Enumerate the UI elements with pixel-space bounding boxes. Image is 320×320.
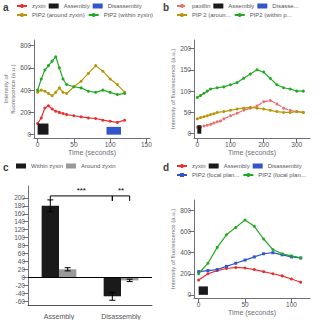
svg-text:180: 180 (14, 202, 25, 209)
svg-text:Intensity of fluorescence (a.u: Intensity of fluorescence (a.u.) (170, 209, 176, 289)
svg-text:PIP2 (focal plan...: PIP2 (focal plan... (258, 172, 306, 178)
svg-text:-60: -60 (16, 298, 26, 305)
svg-text:800: 800 (180, 207, 191, 214)
svg-text:100: 100 (105, 141, 116, 148)
svg-text:PIP2 (within zyxin): PIP2 (within zyxin) (104, 12, 153, 18)
svg-text:20: 20 (18, 266, 26, 273)
svg-text:Disassembly: Disassembly (268, 163, 302, 169)
svg-text:800: 800 (20, 42, 31, 49)
svg-text:150: 150 (180, 66, 191, 73)
svg-text:PIP2 (focal plan...: PIP2 (focal plan... (192, 172, 240, 178)
svg-text:0: 0 (187, 130, 191, 137)
svg-text:40: 40 (18, 258, 26, 265)
svg-text:-40: -40 (16, 290, 26, 297)
svg-text:100: 100 (286, 301, 297, 308)
svg-text:0: 0 (197, 301, 201, 308)
svg-text:200: 200 (258, 141, 269, 148)
svg-text:200: 200 (20, 109, 31, 116)
svg-text:160: 160 (14, 210, 25, 217)
svg-text:120: 120 (14, 226, 25, 233)
svg-text:PIP2 (within p...: PIP2 (within p... (250, 12, 292, 18)
svg-text:Within zyxin: Within zyxin (31, 163, 63, 169)
svg-text:zyxin: zyxin (32, 3, 46, 9)
svg-text:200: 200 (14, 194, 25, 201)
svg-text:Assembly: Assembly (228, 3, 254, 9)
svg-text:0: 0 (27, 131, 31, 138)
svg-text:200: 200 (180, 45, 191, 52)
svg-text:0: 0 (21, 274, 25, 281)
svg-text:200: 200 (180, 270, 191, 277)
svg-text:600: 600 (20, 64, 31, 71)
svg-text:80: 80 (18, 242, 26, 249)
svg-text:150: 150 (141, 141, 152, 148)
svg-text:Intensity of fluorescence (a.u: Intensity of fluorescence (a.u.) (170, 49, 176, 129)
svg-text:300: 300 (291, 141, 302, 148)
svg-text:400: 400 (20, 87, 31, 94)
svg-text:100: 100 (180, 88, 191, 95)
svg-text:b: b (163, 2, 169, 13)
svg-text:400: 400 (180, 249, 191, 256)
svg-text:Around zyxin: Around zyxin (81, 163, 116, 169)
svg-text:Assembly: Assembly (224, 163, 250, 169)
svg-text:Disassembly: Disassembly (101, 313, 141, 320)
svg-text:50: 50 (241, 301, 249, 308)
svg-text:Time (seconds): Time (seconds) (228, 309, 276, 317)
svg-text:Disassembly: Disassembly (108, 3, 142, 9)
svg-text:140: 140 (14, 218, 25, 225)
svg-text:zyxin: zyxin (192, 163, 206, 169)
svg-text:c: c (3, 162, 9, 173)
svg-text:d: d (163, 162, 169, 173)
svg-text:Time (seconds): Time (seconds) (228, 149, 276, 157)
svg-text:Intensity of: Intensity of (3, 74, 9, 103)
svg-text:***: *** (77, 186, 86, 195)
svg-text:Time (seconds): Time (seconds) (68, 149, 116, 157)
svg-text:PIP2 (around zyxin): PIP2 (around zyxin) (32, 12, 85, 18)
svg-text:0: 0 (196, 141, 200, 148)
svg-text:0: 0 (36, 141, 40, 148)
svg-text:**: ** (118, 186, 124, 195)
svg-text:0: 0 (187, 291, 191, 298)
svg-text:600: 600 (180, 228, 191, 235)
svg-text:-20: -20 (16, 282, 26, 289)
svg-text:a: a (3, 2, 9, 13)
svg-text:100: 100 (14, 234, 25, 241)
svg-text:50: 50 (70, 141, 78, 148)
svg-text:Assembly: Assembly (44, 313, 75, 320)
svg-text:50: 50 (184, 109, 192, 116)
svg-text:Disasse...: Disasse... (272, 3, 299, 9)
svg-text:fluorescence (a.u.): fluorescence (a.u.) (10, 64, 16, 114)
svg-text:PIP 2 (aroun...: PIP 2 (aroun... (192, 12, 231, 18)
svg-text:paxillin: paxillin (192, 3, 210, 9)
svg-text:60: 60 (18, 250, 26, 257)
svg-text:Assembly: Assembly (64, 3, 90, 9)
svg-text:100: 100 (225, 141, 236, 148)
